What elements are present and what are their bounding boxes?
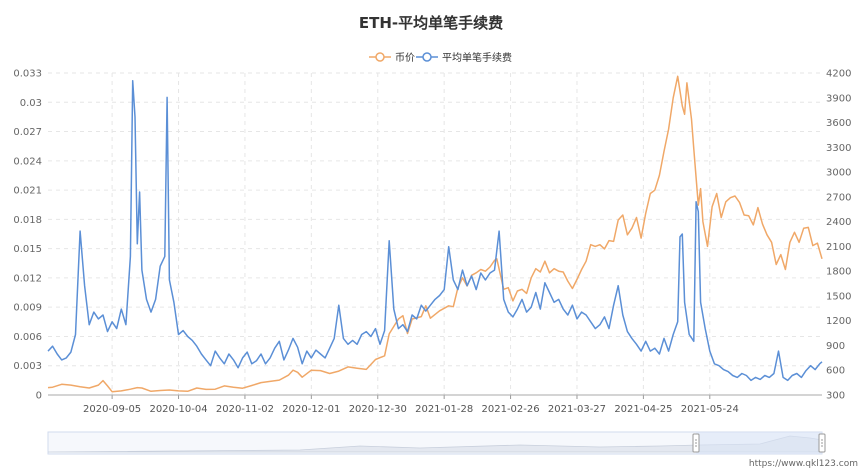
y-left-tick-label: 0.003 [13, 361, 42, 372]
y-right-tick-label: 3300 [826, 143, 851, 154]
y-right-tick-label: 2100 [826, 242, 851, 253]
y-right-tick-label: 3000 [826, 168, 851, 179]
x-axis: 2020-09-05 2020-10-04 2020-11-02 2020-12-01… [48, 394, 822, 415]
data-zoom-slider[interactable] [47, 431, 826, 455]
x-tick-label: 2020-10-04 [149, 404, 207, 415]
y-left-tick-label: 0.006 [13, 332, 42, 343]
data-zoom-window[interactable] [696, 432, 822, 454]
data-zoom-left-handle[interactable] [692, 433, 700, 453]
grid-lines [48, 72, 822, 395]
legend-price-label: 币价 [395, 52, 415, 64]
y-left-tick-label: 0.012 [13, 273, 42, 284]
y-right-tick-label: 1800 [826, 267, 851, 278]
series-line-price [47, 75, 823, 393]
y-right-tick-label: 4200 [826, 69, 851, 80]
data-zoom-right-handle[interactable] [818, 433, 826, 453]
legend-item-fee[interactable]: 平均单笔手续费 [416, 51, 512, 64]
y-left-tick-label: 0.018 [13, 215, 42, 226]
x-tick-label: 2021-01-28 [415, 404, 473, 415]
y-left-tick-label: 0 [36, 391, 42, 402]
y-left-tick-label: 0.03 [20, 98, 42, 109]
y-left-tick-label: 0.009 [13, 303, 42, 314]
legend-fee-marker [422, 52, 432, 62]
legend: 币价 平均单笔手续费 [369, 51, 512, 64]
x-tick-label: 2020-11-02 [216, 404, 274, 415]
watermark-url: https://www.qkl123.com [749, 459, 858, 469]
series-line-fee [47, 80, 823, 382]
series-layer [47, 75, 823, 393]
y-left-tick-label: 0.021 [13, 186, 42, 197]
y-right-tick-label: 300 [826, 391, 845, 402]
x-tick-label: 2021-02-26 [482, 404, 540, 415]
x-tick-label: 2020-12-30 [349, 404, 407, 415]
y-right-tick-label: 600 [826, 366, 845, 377]
x-tick-label: 2021-03-27 [548, 404, 606, 415]
y-left-tick-label: 0.024 [13, 156, 42, 167]
y-right-tick-label: 1500 [826, 291, 851, 302]
y-right-tick-label: 3600 [826, 118, 851, 129]
legend-price-marker [375, 52, 385, 62]
x-tick-label: 2021-04-25 [614, 404, 672, 415]
legend-fee-label: 平均单笔手续费 [442, 51, 512, 64]
legend-item-price[interactable]: 币价 [369, 52, 415, 64]
y-left-tick-label: 0.027 [13, 127, 42, 138]
y-right-tick-label: 1200 [826, 316, 851, 327]
y-right-tick-label: 2700 [826, 192, 851, 203]
x-tick-label: 2020-12-01 [282, 404, 340, 415]
y-left-tick-label: 0.033 [13, 69, 42, 80]
x-tick-label: 2020-09-05 [83, 404, 141, 415]
y-right-tick-label: 2400 [826, 217, 851, 228]
y-right-tick-label: 3900 [826, 93, 851, 104]
y-axis-left: 0 0.003 0.006 0.009 0.012 0.015 0.018 0.021 0.02… [13, 69, 42, 402]
y-left-tick-label: 0.015 [13, 244, 42, 255]
chart-title: ETH-平均单笔手续费 [359, 14, 503, 32]
x-tick-label: 2021-05-24 [681, 404, 739, 415]
y-right-tick-label: 900 [826, 341, 845, 352]
y-axis-right: 300 600 900 1200 1500 1800 2100 2400 2700 3000 330… [826, 69, 851, 402]
